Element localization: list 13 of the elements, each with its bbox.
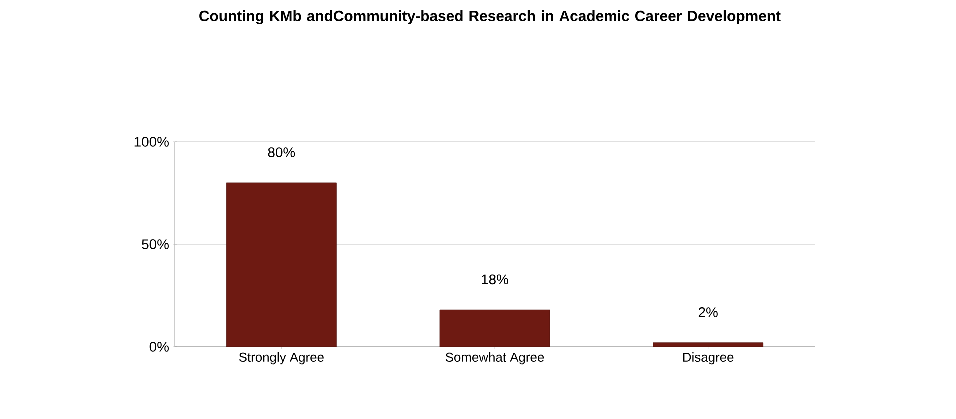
data-label: 80% <box>268 148 296 158</box>
y-tick-label: 100% <box>134 137 169 147</box>
data-label: 18% <box>482 274 508 285</box>
x-tick-label: Somewhat Agree <box>446 352 544 365</box>
chart-title: Counting KMb andCommunity-based Research in Academic Career Development <box>200 10 781 25</box>
bar <box>653 342 764 348</box>
data-label: 2% <box>698 308 718 318</box>
y-tick-label: 0% <box>150 342 169 352</box>
bar <box>440 310 550 348</box>
bar <box>226 182 337 348</box>
x-tick-label: Strongly Agree <box>239 352 324 365</box>
y-tick-label: 50% <box>142 240 169 250</box>
x-tick-label: Disagree <box>683 352 734 365</box>
